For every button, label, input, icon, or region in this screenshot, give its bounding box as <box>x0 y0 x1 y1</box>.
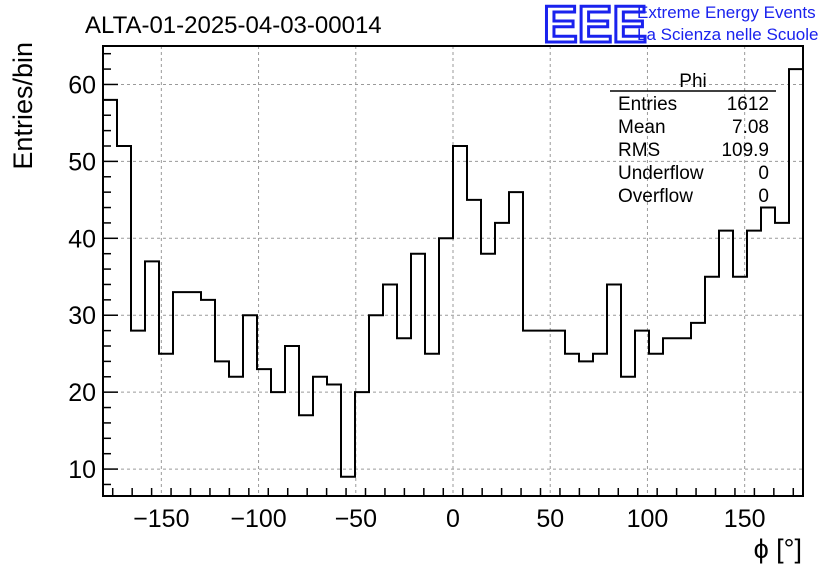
y-tick-label: 50 <box>68 148 96 176</box>
stats-value-overflow: 0 <box>758 186 769 207</box>
y-tick-label: 40 <box>68 225 96 253</box>
x-tick-label: −100 <box>230 505 286 533</box>
y-tick-label: 60 <box>68 71 96 99</box>
plot-frame <box>102 45 804 497</box>
stats-label-overflow: Overflow <box>618 186 693 207</box>
stats-value-mean: 7.08 <box>732 117 769 138</box>
stats-value-rms: 109.9 <box>721 140 769 161</box>
stats-label-rms: RMS <box>618 140 660 161</box>
axis-ticks <box>103 52 795 496</box>
y-tick-label: 20 <box>68 379 96 407</box>
x-tick-label: −150 <box>133 505 189 533</box>
y-tick-label: 10 <box>68 456 96 484</box>
stats-value-entries: 1612 <box>727 94 769 115</box>
y-tick-label: 30 <box>68 302 96 330</box>
x-tick-label: 100 <box>627 505 669 533</box>
eee-logo-line1: Extreme Energy Events <box>637 3 816 22</box>
x-tick-label: 150 <box>724 505 766 533</box>
stats-label-entries: Entries <box>618 94 677 115</box>
x-tick-label: 0 <box>446 505 460 533</box>
grid-lines <box>103 46 803 496</box>
run-title: ALTA-01-2025-04-03-00014 <box>85 12 382 39</box>
axis-tick-labels: −150 −100 −50 0 50 100 150 10 20 30 40 50 60 <box>68 71 765 533</box>
stats-box-title: Phi <box>679 71 706 92</box>
stats-value-underflow: 0 <box>758 163 769 184</box>
stats-label-mean: Mean <box>618 117 666 138</box>
stats-box: Phi Entries 1612 Mean 7.08 RMS 109.9 Und… <box>610 71 776 207</box>
x-tick-label: 50 <box>536 505 564 533</box>
histogram-series <box>103 68 803 478</box>
x-axis-title: ϕ [°] <box>754 534 802 564</box>
y-axis-title: Entries/bin <box>8 42 38 170</box>
x-tick-label: −50 <box>335 505 377 533</box>
stats-label-underflow: Underflow <box>618 163 704 184</box>
eee-logo-line2: La Scienza nelle Scuole <box>637 25 818 44</box>
